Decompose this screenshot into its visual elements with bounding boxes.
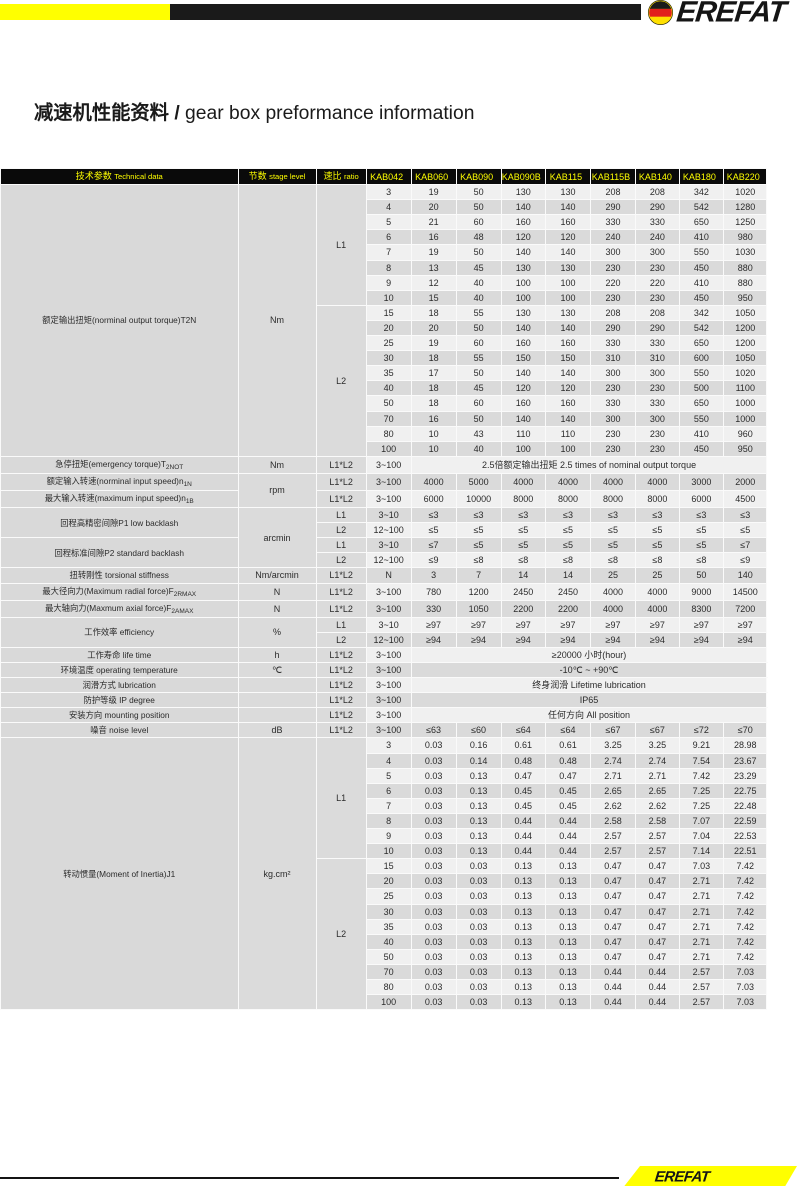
svg-text:EREFAT: EREFAT [654, 1168, 713, 1185]
svg-text:EREFAT: EREFAT [675, 0, 791, 27]
